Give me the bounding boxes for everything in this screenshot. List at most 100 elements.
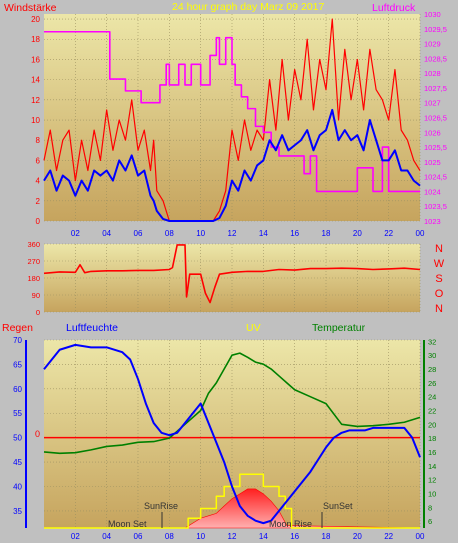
x-tick-label: 02: [71, 532, 80, 541]
gust-line: [43, 18, 421, 222]
pressure-y-axis: 1023 1023,5 1024 1024,5 1025 1025,5 1026 1026,5…: [424, 10, 447, 226]
pressure-tick-label: 1026: [424, 128, 441, 137]
pressure-tick-label: 1025: [424, 158, 441, 167]
direction-grid: [44, 243, 421, 313]
humidity-tick-label: 35: [13, 507, 22, 516]
pressure-tick-label: 1029: [424, 40, 441, 49]
pressure-tick-label: 1027,5: [424, 84, 447, 93]
wind-tick-label: 6: [36, 156, 41, 165]
temperature-tick-label: 26: [428, 379, 436, 388]
wind-tick-label: 10: [31, 116, 40, 125]
x-tick-label: 10: [196, 229, 205, 238]
x-tick-label: 18: [322, 532, 331, 541]
x-tick-label: 22: [384, 532, 393, 541]
wind-tick-label: 20: [31, 15, 40, 24]
x-tick-label: 20: [353, 532, 362, 541]
wind-series: [43, 18, 421, 222]
humidity-tick-label: 65: [13, 360, 22, 369]
humidity-tick-label: 70: [13, 336, 22, 345]
x-tick-label: 08: [165, 532, 174, 541]
humidity-tick-label: 45: [13, 458, 22, 467]
pressure-tick-label: 1025,5: [424, 143, 447, 152]
wind-tick-label: 12: [31, 96, 40, 105]
pressure-tick-label: 1027: [424, 99, 441, 108]
x-tick-label: 20: [353, 229, 362, 238]
temperature-tick-label: 30: [428, 351, 436, 360]
temperature-label: Temperatur: [312, 322, 366, 334]
climate-x-axis: 02 04 06 08 10 12 14 16 18 20 22 00: [71, 532, 425, 541]
temperature-tick-label: 8: [428, 503, 432, 512]
wind-tick-label: 8: [36, 136, 41, 145]
x-tick-label: 16: [290, 532, 299, 541]
wind-speed-label: Windstärke: [4, 2, 57, 14]
pressure-label: Luftdruck: [372, 2, 416, 14]
temperature-line: [43, 352, 421, 455]
compass-label: W: [434, 258, 445, 270]
humidity-tick-label: 55: [13, 409, 22, 418]
compass-label: N: [435, 243, 443, 255]
x-tick-label: 16: [290, 229, 299, 238]
pressure-tick-label: 1028,5: [424, 54, 447, 63]
sunrise-label: SunRise: [144, 501, 178, 511]
temperature-tick-label: 24: [428, 393, 436, 402]
pressure-tick-label: 1023,5: [424, 202, 447, 211]
pressure-tick-label: 1024,5: [424, 173, 447, 182]
temperature-y-axis: 6 8 10 12 14 16 18 20 22 24 26 28 30 32: [428, 337, 436, 526]
humidity-tick-label: 40: [13, 482, 22, 491]
sunset-label: SunSet: [323, 501, 353, 511]
x-tick-label: 06: [134, 229, 143, 238]
climate-panel: 35 40 45 50 55 60 65 70 6 8 10 12 14 16 18 20 22 24 26 28 3…: [13, 336, 436, 541]
pressure-tick-label: 1030: [424, 10, 441, 19]
wind-y-axis: 0 2 4 6 8 10 12 14 16 18 20: [31, 15, 40, 226]
moonset-label: Moon Set: [108, 519, 147, 529]
direction-series: [43, 244, 421, 304]
x-tick-label: 14: [259, 532, 268, 541]
climate-series: [43, 343, 421, 529]
temperature-tick-label: 16: [428, 448, 436, 457]
pressure-tick-label: 1029,5: [424, 25, 447, 34]
pressure-line: [44, 30, 420, 193]
temperature-tick-label: 18: [428, 434, 436, 443]
x-tick-label: 18: [322, 229, 331, 238]
solar-area: [44, 488, 421, 529]
direction-line: [43, 244, 421, 304]
x-tick-label: 00: [416, 532, 425, 541]
wind-x-axis: 02 04 06 08 10 12 14 16 18 20 22 00: [71, 229, 425, 238]
temperature-tick-label: 28: [428, 365, 436, 374]
temperature-tick-label: 10: [428, 489, 436, 498]
temperature-tick-label: 22: [428, 407, 436, 416]
x-tick-label: 06: [134, 532, 143, 541]
wind-tick-label: 4: [36, 177, 41, 186]
direction-tick-label: 360: [27, 240, 40, 249]
wind-tick-label: 0: [36, 217, 41, 226]
uv-label: UV: [246, 322, 261, 334]
humidity-y-axis: 35 40 45 50 55 60 65 70: [13, 336, 22, 516]
compass-label: N: [435, 303, 443, 315]
x-tick-label: 04: [102, 532, 111, 541]
wind-tick-label: 14: [31, 76, 40, 85]
direction-tick-label: 90: [32, 291, 40, 300]
moonrise-label: Moon Rise: [269, 519, 312, 529]
x-tick-label: 14: [259, 229, 268, 238]
x-tick-label: 10: [196, 532, 205, 541]
pressure-tick-label: 1023: [424, 217, 441, 226]
rain-zero-label: 0: [35, 429, 40, 439]
pressure-tick-label: 1026,5: [424, 114, 447, 123]
x-tick-label: 22: [384, 229, 393, 238]
average-wind-line: [43, 108, 421, 222]
climate-grid: [44, 339, 421, 528]
x-tick-label: 08: [165, 229, 174, 238]
x-tick-label: 12: [228, 229, 237, 238]
temperature-tick-label: 32: [428, 337, 436, 346]
temperature-tick-label: 6: [428, 517, 432, 526]
temperature-tick-label: 12: [428, 476, 436, 485]
humidity-tick-label: 60: [13, 385, 22, 394]
x-tick-label: 00: [416, 229, 425, 238]
chart-title: 24 hour graph day Marz 09 2017: [172, 1, 325, 13]
wind-tick-label: 16: [31, 55, 40, 64]
compass-label: O: [435, 288, 444, 300]
